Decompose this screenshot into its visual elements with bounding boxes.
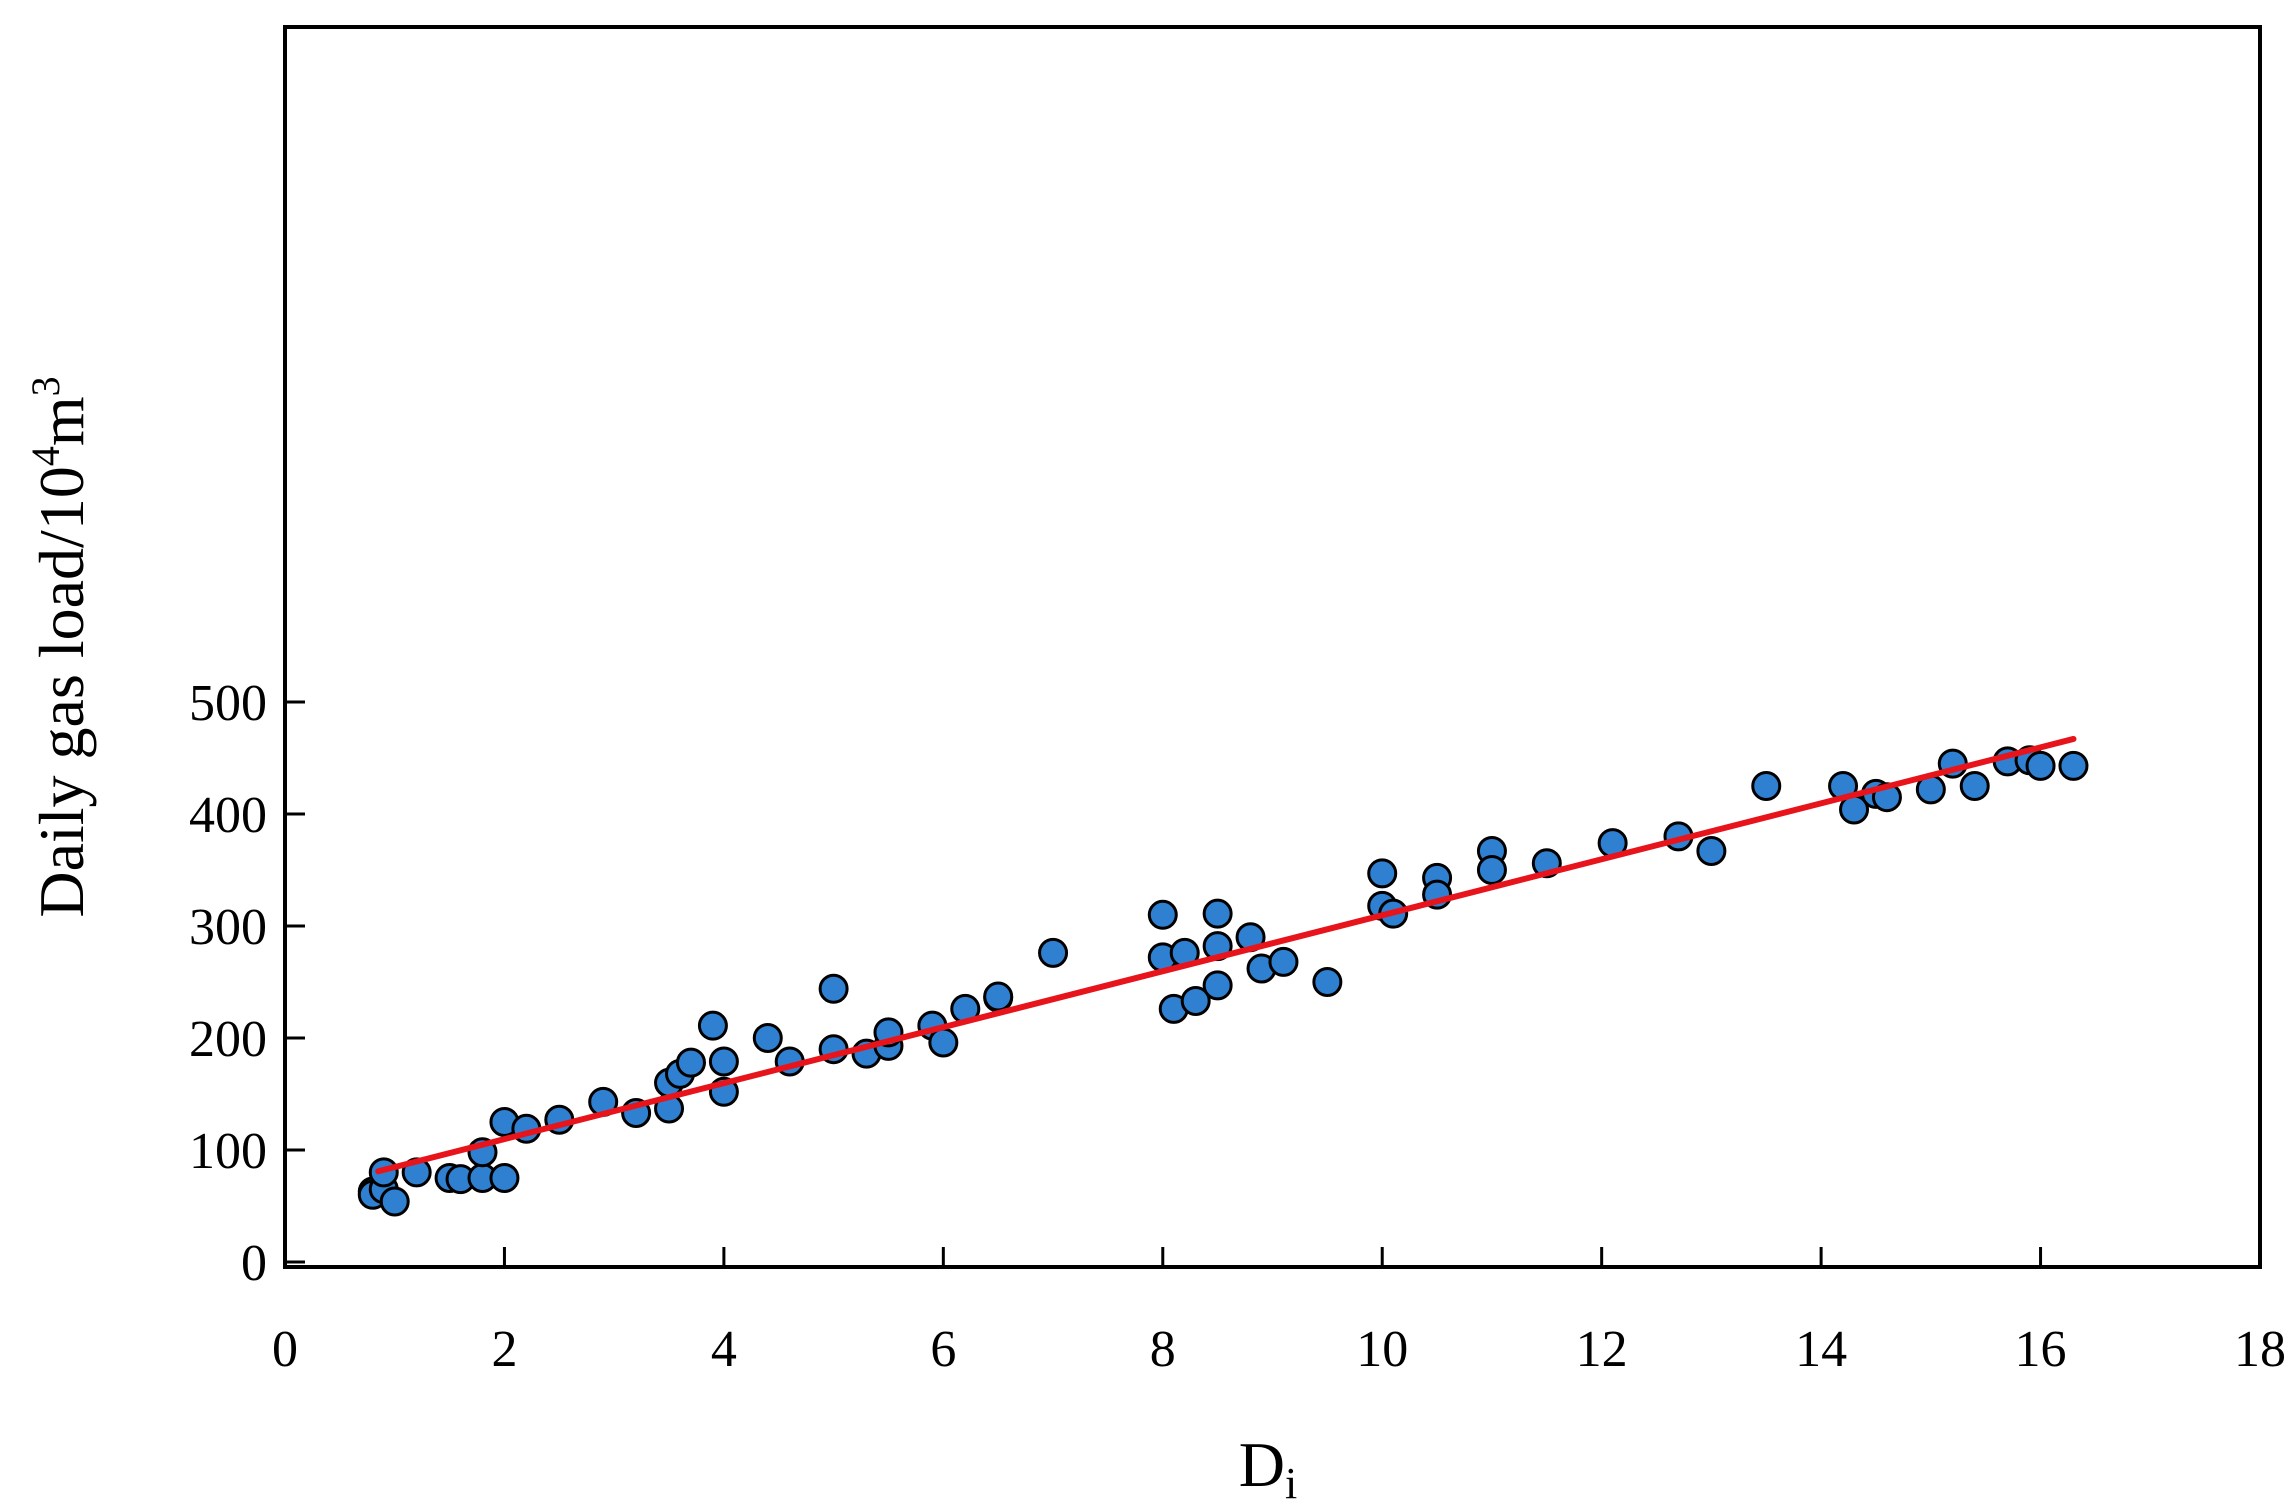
data-point <box>1476 855 1507 885</box>
data-point <box>818 973 849 1004</box>
y-tick-label: 100 <box>189 1123 267 1180</box>
y-tick-label: 400 <box>189 787 267 844</box>
data-point <box>1268 946 1299 977</box>
y-axis-title-unit: m <box>26 396 97 446</box>
data-point <box>1751 771 1782 801</box>
data-point <box>1696 835 1727 866</box>
data-point <box>489 1163 520 1193</box>
fit-line-series <box>375 735 2077 1175</box>
data-point <box>379 1186 410 1217</box>
data-point <box>928 1027 959 1058</box>
x-axis-ticks <box>283 1247 2262 1267</box>
y-tick-label: 0 <box>241 1235 267 1292</box>
data-point <box>1959 771 1990 801</box>
x-tick-label: 14 <box>1795 1321 1847 1378</box>
x-tick-label: 2 <box>491 1321 517 1378</box>
fit-line <box>375 735 2077 1175</box>
y-axis-title: Daily gas load/104m3 <box>23 376 97 917</box>
scatter-series <box>357 745 2089 1217</box>
data-point <box>1147 899 1178 930</box>
data-point <box>1367 858 1398 889</box>
x-tick-label: 6 <box>930 1321 956 1378</box>
data-point <box>1202 898 1233 929</box>
y-tick-label: 200 <box>189 1011 267 1068</box>
x-axis-tick-labels: 0 2 4 6 8 10 12 14 16 18 <box>272 1321 2286 1378</box>
y-tick-label: 300 <box>189 899 267 956</box>
x-tick-label: 0 <box>272 1321 298 1378</box>
plot-area-frame <box>283 25 2262 1269</box>
x-axis-title-base: D <box>1239 1429 1285 1500</box>
x-tick-label: 8 <box>1150 1321 1176 1378</box>
y-axis-title-exponent2: 3 <box>23 376 68 396</box>
data-point <box>2025 750 2056 781</box>
y-axis-title-prefix: Daily gas load/10 <box>26 466 97 917</box>
data-point <box>697 1010 728 1041</box>
x-tick-label: 12 <box>1576 1321 1628 1378</box>
x-tick-label: 18 <box>2234 1321 2286 1378</box>
y-axis-title-exponent1: 4 <box>23 446 68 466</box>
data-point <box>675 1047 706 1078</box>
x-axis-title-subscript: i <box>1285 1459 1297 1508</box>
data-point <box>708 1046 739 1077</box>
x-tick-label: 10 <box>1356 1321 1408 1378</box>
y-tick-label: 500 <box>189 675 267 732</box>
data-point <box>752 1023 783 1053</box>
data-point <box>1312 967 1343 997</box>
y-axis-tick-labels: 0 100 200 300 400 500 <box>189 675 267 1292</box>
data-point <box>1038 937 1069 968</box>
x-tick-label: 16 <box>2015 1321 2067 1378</box>
data-point <box>2058 750 2089 781</box>
x-axis-title: Di <box>1239 1429 1297 1508</box>
data-point <box>1180 986 1211 1017</box>
data-point <box>983 981 1014 1012</box>
x-tick-label: 4 <box>711 1321 737 1378</box>
data-point <box>1202 970 1233 1001</box>
y-axis-ticks <box>285 700 305 1264</box>
